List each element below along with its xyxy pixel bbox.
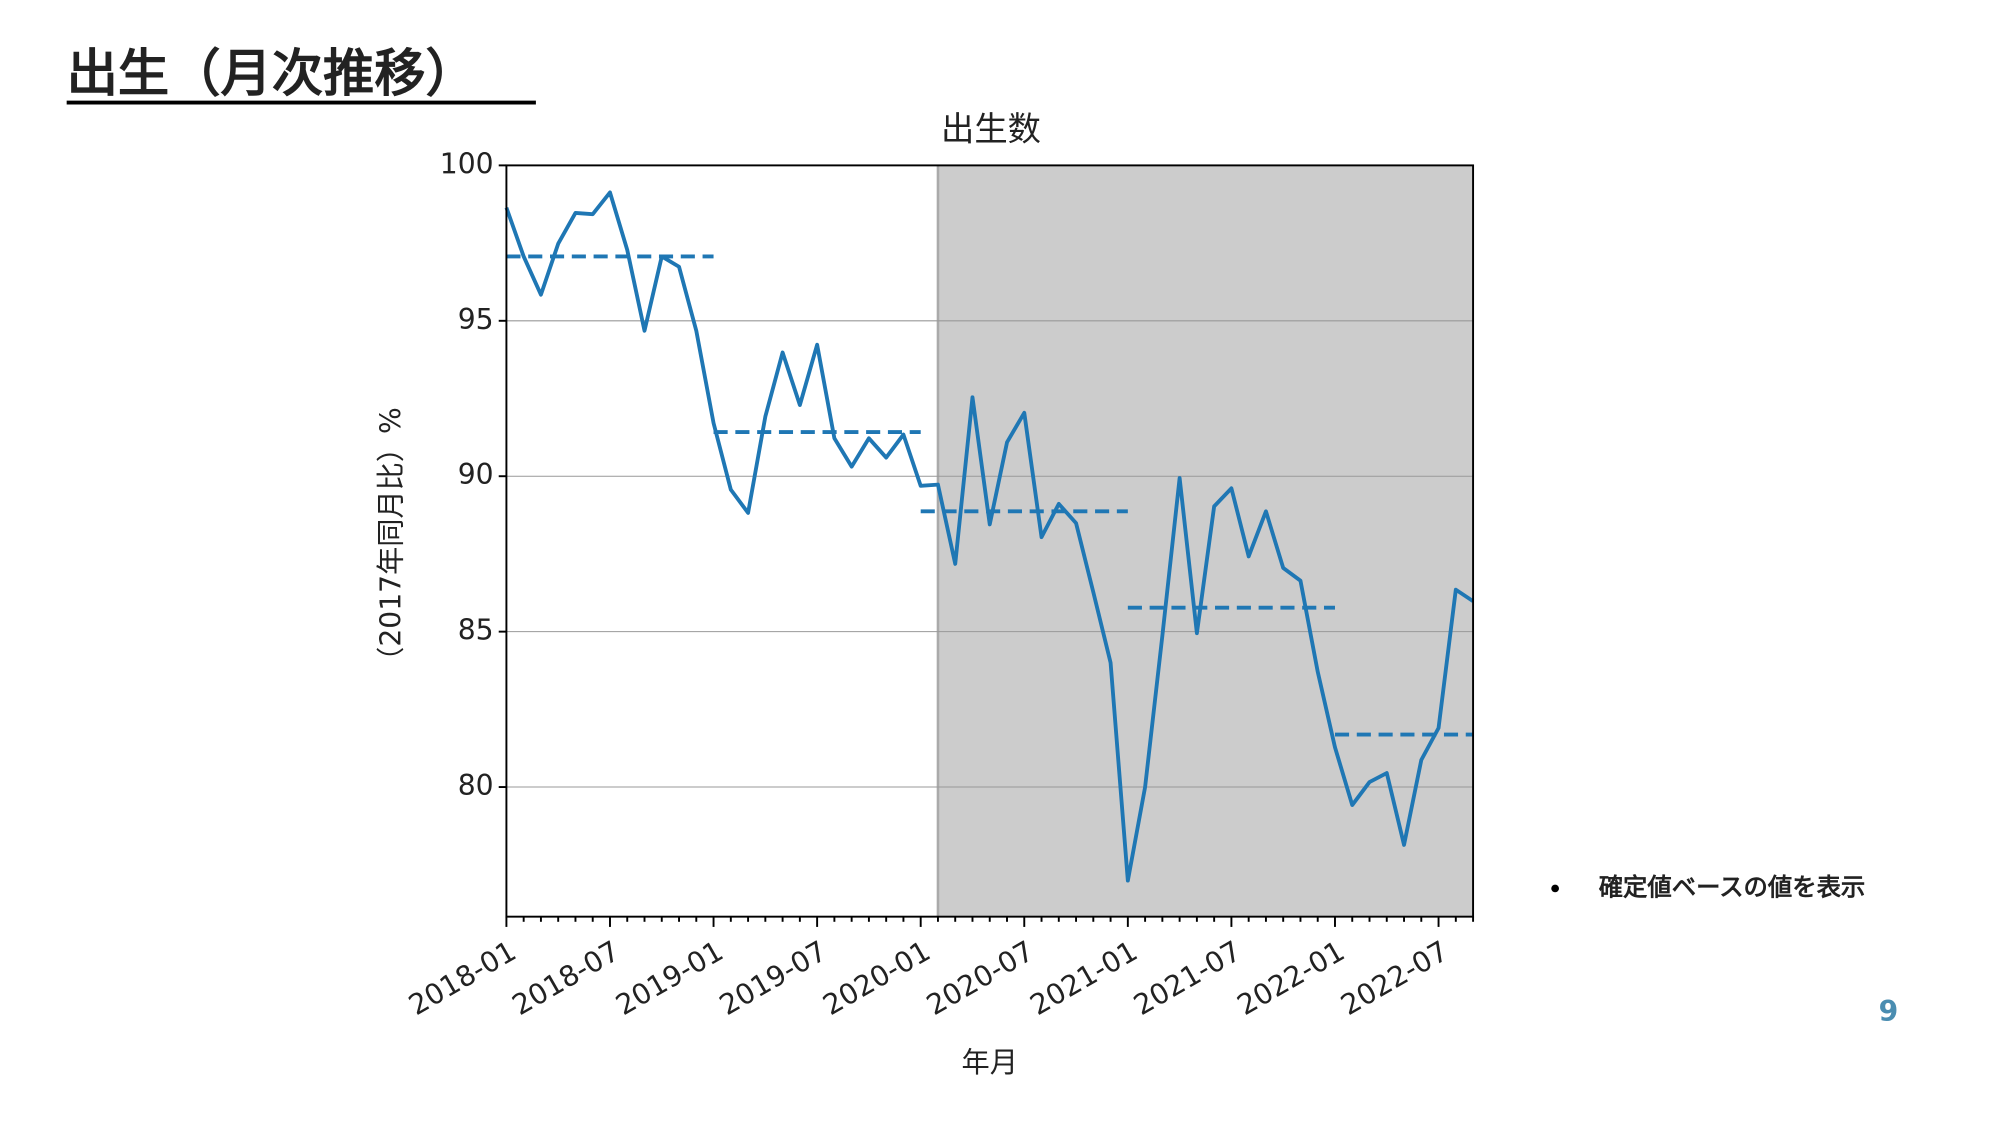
page-number: 9 — [1879, 995, 1899, 1028]
y-tick-label: 95 — [458, 303, 494, 336]
plot-frame — [505, 164, 1475, 918]
y-axis-label: （2017年同月比）% — [374, 407, 407, 675]
y-tick-label: 100 — [440, 147, 494, 180]
y-tick-label: 85 — [458, 614, 494, 647]
y-tick-label: 90 — [458, 458, 494, 491]
plot: 808590951002018-012018-072019-012019-072… — [403, 147, 1475, 1022]
shaded-period — [937, 165, 1474, 917]
chart-title: 出生数 — [941, 109, 1041, 148]
data-line — [504, 190, 1475, 883]
x-axis-label: 年月 — [962, 1046, 1018, 1079]
note: 確定値ベースの値を表示 — [1599, 872, 1866, 901]
y-tick-label: 80 — [458, 769, 494, 802]
bullet — [1551, 884, 1559, 893]
slide-title: 出生（月次推移） — [67, 44, 477, 104]
